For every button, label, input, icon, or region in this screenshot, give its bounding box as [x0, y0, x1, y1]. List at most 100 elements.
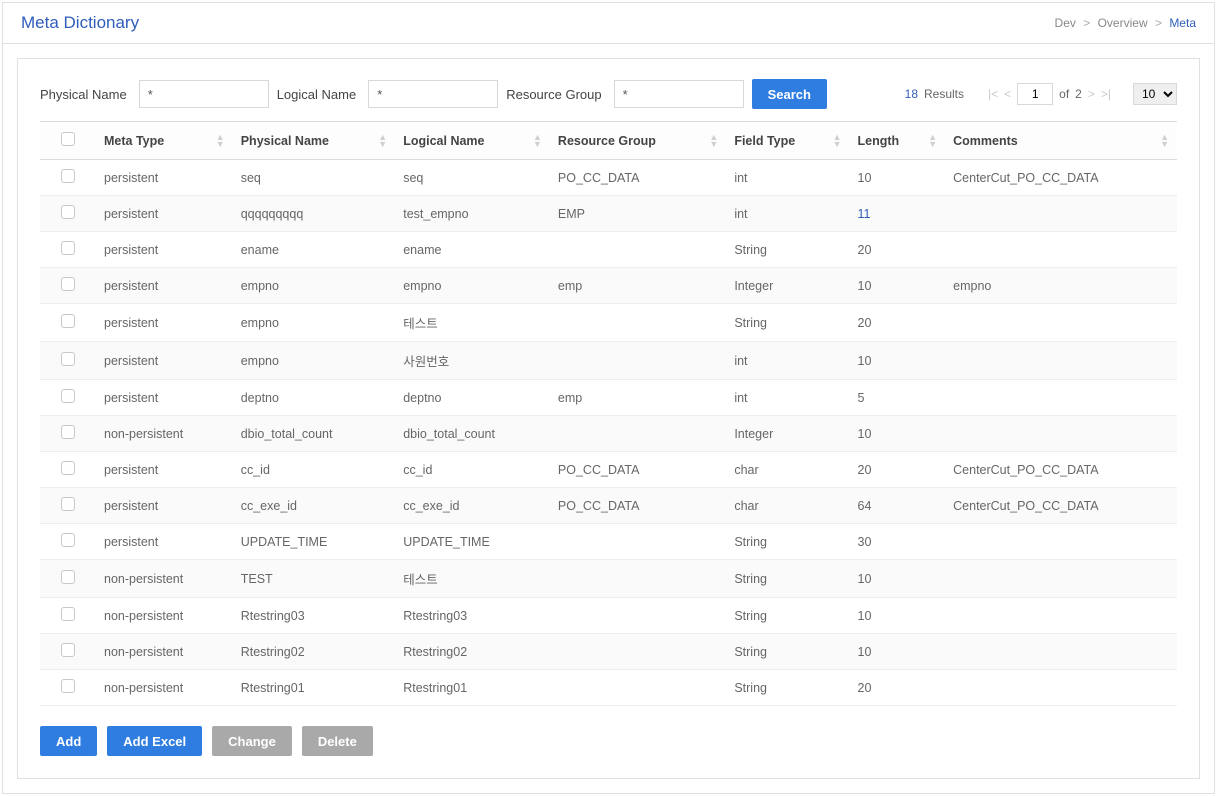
row-checkbox[interactable] — [61, 497, 75, 511]
cell-meta-type: non-persistent — [96, 634, 233, 670]
resource-group-input[interactable] — [614, 80, 744, 108]
table-row[interactable]: non-persistentdbio_total_countdbio_total… — [40, 416, 1177, 452]
row-checkbox[interactable] — [61, 169, 75, 183]
pager-next-icon[interactable]: > — [1088, 87, 1095, 101]
cell-meta-type: persistent — [96, 304, 233, 342]
table-row[interactable]: persistentempno테스트String20 — [40, 304, 1177, 342]
table-row[interactable]: persistentempno사원번호int10 — [40, 342, 1177, 380]
table-row[interactable]: non-persistentRtestring02Rtestring02Stri… — [40, 634, 1177, 670]
add-button[interactable]: Add — [40, 726, 97, 756]
cell-resource-group — [550, 342, 726, 380]
table-row[interactable]: persistentUPDATE_TIMEUPDATE_TIMEString30 — [40, 524, 1177, 560]
pager-prev-icon[interactable]: < — [1004, 87, 1011, 101]
table-row[interactable]: non-persistentRtestring03Rtestring03Stri… — [40, 598, 1177, 634]
sort-icon[interactable]: ▲▼ — [928, 134, 937, 148]
change-button[interactable]: Change — [212, 726, 292, 756]
row-checkbox[interactable] — [61, 679, 75, 693]
row-checkbox-cell — [40, 160, 96, 196]
row-checkbox[interactable] — [61, 352, 75, 366]
row-checkbox[interactable] — [61, 643, 75, 657]
logical-name-label: Logical Name — [277, 87, 357, 102]
physical-name-input[interactable] — [139, 80, 269, 108]
row-checkbox[interactable] — [61, 241, 75, 255]
table-row[interactable]: persistentenameenameString20 — [40, 232, 1177, 268]
col-meta-type[interactable]: Meta Type▲▼ — [96, 122, 233, 160]
cell-resource-group — [550, 524, 726, 560]
sort-icon[interactable]: ▲▼ — [833, 134, 842, 148]
row-checkbox[interactable] — [61, 607, 75, 621]
sort-icon[interactable]: ▲▼ — [1160, 134, 1169, 148]
row-checkbox-cell — [40, 416, 96, 452]
table-row[interactable]: persistentcc_idcc_idPO_CC_DATAchar20Cent… — [40, 452, 1177, 488]
row-checkbox[interactable] — [61, 277, 75, 291]
physical-name-label: Physical Name — [40, 87, 127, 102]
cell-resource-group: emp — [550, 380, 726, 416]
cell-length: 30 — [850, 524, 946, 560]
row-checkbox-cell — [40, 488, 96, 524]
cell-meta-type: persistent — [96, 342, 233, 380]
col-logical-name[interactable]: Logical Name▲▼ — [395, 122, 550, 160]
pager-first-icon[interactable]: |< — [988, 87, 998, 101]
table-row[interactable]: persistentempnoempnoempInteger10empno — [40, 268, 1177, 304]
row-checkbox[interactable] — [61, 314, 75, 328]
table-row[interactable]: persistentqqqqqqqqqtest_empnoEMPint11 — [40, 196, 1177, 232]
cell-logical-name: 테스트 — [395, 560, 550, 598]
sort-icon[interactable]: ▲▼ — [216, 134, 225, 148]
table-row[interactable]: persistentcc_exe_idcc_exe_idPO_CC_DATAch… — [40, 488, 1177, 524]
table-row[interactable]: persistentdeptnodeptnoempint5 — [40, 380, 1177, 416]
breadcrumb-item[interactable]: Dev — [1055, 16, 1076, 30]
cell-comments — [945, 416, 1177, 452]
sort-icon[interactable]: ▲▼ — [378, 134, 387, 148]
table-row[interactable]: non-persistentTEST테스트String10 — [40, 560, 1177, 598]
row-checkbox[interactable] — [61, 461, 75, 475]
cell-field-type: String — [726, 304, 849, 342]
cell-resource-group: EMP — [550, 196, 726, 232]
resource-group-label: Resource Group — [506, 87, 601, 102]
sort-icon[interactable]: ▲▼ — [709, 134, 718, 148]
breadcrumb-item-active[interactable]: Meta — [1169, 16, 1196, 30]
col-length[interactable]: Length▲▼ — [850, 122, 946, 160]
pager-page-input[interactable] — [1017, 83, 1053, 105]
table-row[interactable]: persistentseqseqPO_CC_DATAint10CenterCut… — [40, 160, 1177, 196]
cell-physical-name: dbio_total_count — [233, 416, 396, 452]
cell-length: 10 — [850, 634, 946, 670]
cell-comments — [945, 304, 1177, 342]
search-button[interactable]: Search — [752, 79, 827, 109]
row-checkbox[interactable] — [61, 389, 75, 403]
cell-logical-name: ename — [395, 232, 550, 268]
row-checkbox-cell — [40, 598, 96, 634]
col-comments[interactable]: Comments▲▼ — [945, 122, 1177, 160]
cell-physical-name: empno — [233, 304, 396, 342]
pager-last-icon[interactable]: >| — [1101, 87, 1111, 101]
col-field-type[interactable]: Field Type▲▼ — [726, 122, 849, 160]
row-checkbox[interactable] — [61, 425, 75, 439]
logical-name-input[interactable] — [368, 80, 498, 108]
delete-button[interactable]: Delete — [302, 726, 373, 756]
select-all-checkbox[interactable] — [61, 132, 75, 146]
page-container: Meta Dictionary Dev > Overview > Meta Ph… — [2, 2, 1215, 794]
cell-resource-group: PO_CC_DATA — [550, 452, 726, 488]
cell-meta-type: persistent — [96, 196, 233, 232]
select-all-header — [40, 122, 96, 160]
cell-meta-type: non-persistent — [96, 670, 233, 706]
row-checkbox-cell — [40, 232, 96, 268]
row-checkbox[interactable] — [61, 533, 75, 547]
cell-logical-name: dbio_total_count — [395, 416, 550, 452]
cell-length: 10 — [850, 268, 946, 304]
content-area: Physical Name Logical Name Resource Grou… — [3, 44, 1214, 793]
cell-logical-name: Rtestring01 — [395, 670, 550, 706]
row-checkbox[interactable] — [61, 205, 75, 219]
sort-icon[interactable]: ▲▼ — [533, 134, 542, 148]
row-checkbox[interactable] — [61, 570, 75, 584]
cell-meta-type: persistent — [96, 268, 233, 304]
row-checkbox-cell — [40, 452, 96, 488]
table-row[interactable]: non-persistentRtestring01Rtestring01Stri… — [40, 670, 1177, 706]
cell-field-type: int — [726, 380, 849, 416]
col-physical-name[interactable]: Physical Name▲▼ — [233, 122, 396, 160]
col-resource-group[interactable]: Resource Group▲▼ — [550, 122, 726, 160]
cell-comments — [945, 634, 1177, 670]
add-excel-button[interactable]: Add Excel — [107, 726, 202, 756]
pager-size-select[interactable]: 10 — [1133, 83, 1177, 105]
breadcrumb-item[interactable]: Overview — [1098, 16, 1148, 30]
breadcrumb-sep: > — [1155, 16, 1162, 30]
